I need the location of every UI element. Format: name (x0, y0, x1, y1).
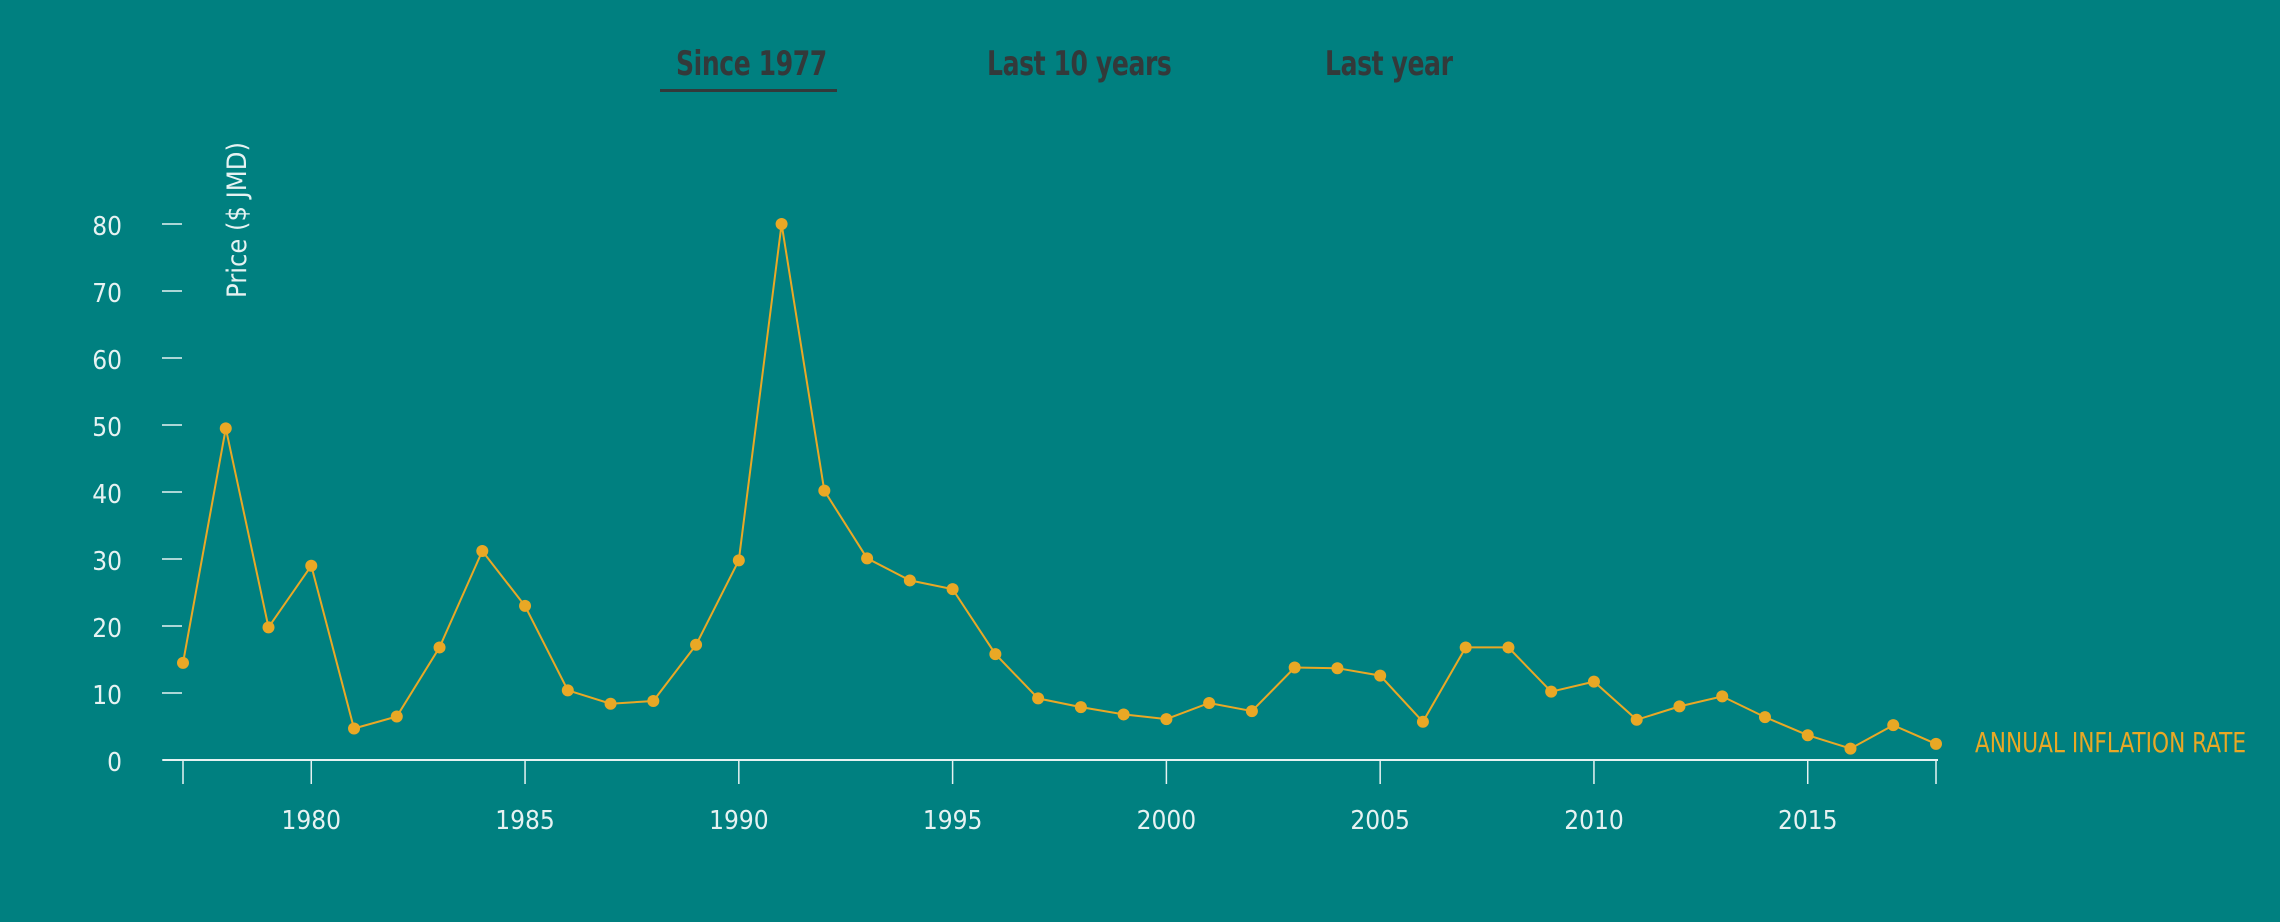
data-point[interactable] (305, 559, 318, 572)
y-tick-label: 80 (92, 212, 122, 242)
data-point[interactable] (1801, 729, 1814, 742)
y-tick-label: 40 (92, 480, 122, 510)
data-point[interactable] (1930, 737, 1942, 750)
tab-since-1977[interactable]: Since 1977 (676, 44, 827, 84)
data-point[interactable] (262, 621, 275, 634)
data-point[interactable] (1887, 719, 1900, 732)
data-point[interactable] (690, 638, 703, 651)
data-point[interactable] (1074, 701, 1087, 714)
data-point[interactable] (861, 552, 874, 565)
plot-area (177, 218, 1942, 755)
data-point[interactable] (1117, 708, 1130, 721)
data-point[interactable] (1502, 641, 1515, 654)
data-point[interactable] (647, 695, 660, 708)
active-tab-underline (660, 89, 837, 92)
data-point[interactable] (1545, 685, 1558, 698)
data-point[interactable] (604, 697, 617, 710)
data-point[interactable] (1459, 641, 1472, 654)
x-tick-label: 1980 (282, 806, 342, 836)
data-point[interactable] (775, 218, 788, 230)
series-label: ANNUAL INFLATION RATE (1975, 727, 2246, 759)
data-point[interactable] (1716, 690, 1729, 703)
data-point[interactable] (1032, 692, 1045, 705)
data-point[interactable] (732, 554, 745, 567)
data-point[interactable] (390, 710, 403, 723)
y-tick-label: 0 (107, 748, 122, 778)
y-tick-label: 10 (92, 681, 122, 711)
tab-last-year[interactable]: Last year (1325, 44, 1453, 84)
data-point[interactable] (1374, 669, 1387, 682)
data-point[interactable] (1630, 713, 1643, 726)
data-point[interactable] (1288, 661, 1301, 674)
data-point[interactable] (1758, 711, 1771, 724)
data-point[interactable] (1160, 713, 1173, 726)
data-point[interactable] (1245, 705, 1258, 718)
x-tick-label: 2000 (1137, 806, 1197, 836)
time-range-tabs: Since 1977 Last 10 years Last year (0, 0, 2280, 110)
y-tick-label: 20 (92, 614, 122, 644)
x-axis: 1980 1985 1990 1995 2000 2005 2010 2015 (163, 759, 1938, 836)
x-tick-label: 1995 (923, 806, 983, 836)
data-point[interactable] (818, 484, 831, 497)
x-tick-label: 1985 (495, 806, 555, 836)
data-point[interactable] (1203, 697, 1216, 710)
data-point[interactable] (219, 422, 232, 435)
data-point[interactable] (1673, 700, 1686, 713)
x-tick-label: 2005 (1350, 806, 1410, 836)
y-tick-label: 30 (92, 547, 122, 577)
series-line (182, 223, 1937, 750)
data-point[interactable] (519, 599, 532, 612)
y-axis-label: Price ($ JMD) (222, 142, 253, 298)
tab-last-10-years[interactable]: Last 10 years (987, 44, 1172, 84)
data-point[interactable] (348, 722, 361, 735)
data-point[interactable] (1331, 662, 1344, 675)
data-point[interactable] (433, 641, 446, 654)
y-tick-label: 60 (92, 346, 122, 376)
x-tick-label: 2010 (1564, 806, 1624, 836)
y-tick-label: 50 (92, 413, 122, 443)
data-point[interactable] (1416, 715, 1429, 728)
data-point[interactable] (177, 656, 189, 669)
x-tick-label: 1990 (709, 806, 769, 836)
data-point[interactable] (946, 583, 959, 596)
data-point[interactable] (989, 648, 1002, 661)
y-axis: 0 10 20 30 40 50 60 70 80 (92, 212, 182, 778)
y-tick-label: 70 (92, 279, 122, 309)
data-point[interactable] (903, 574, 916, 587)
data-point[interactable] (1844, 742, 1857, 755)
data-point[interactable] (1587, 675, 1600, 688)
data-point[interactable] (476, 544, 489, 557)
data-point[interactable] (561, 684, 574, 697)
x-tick-label: 2015 (1778, 806, 1838, 836)
